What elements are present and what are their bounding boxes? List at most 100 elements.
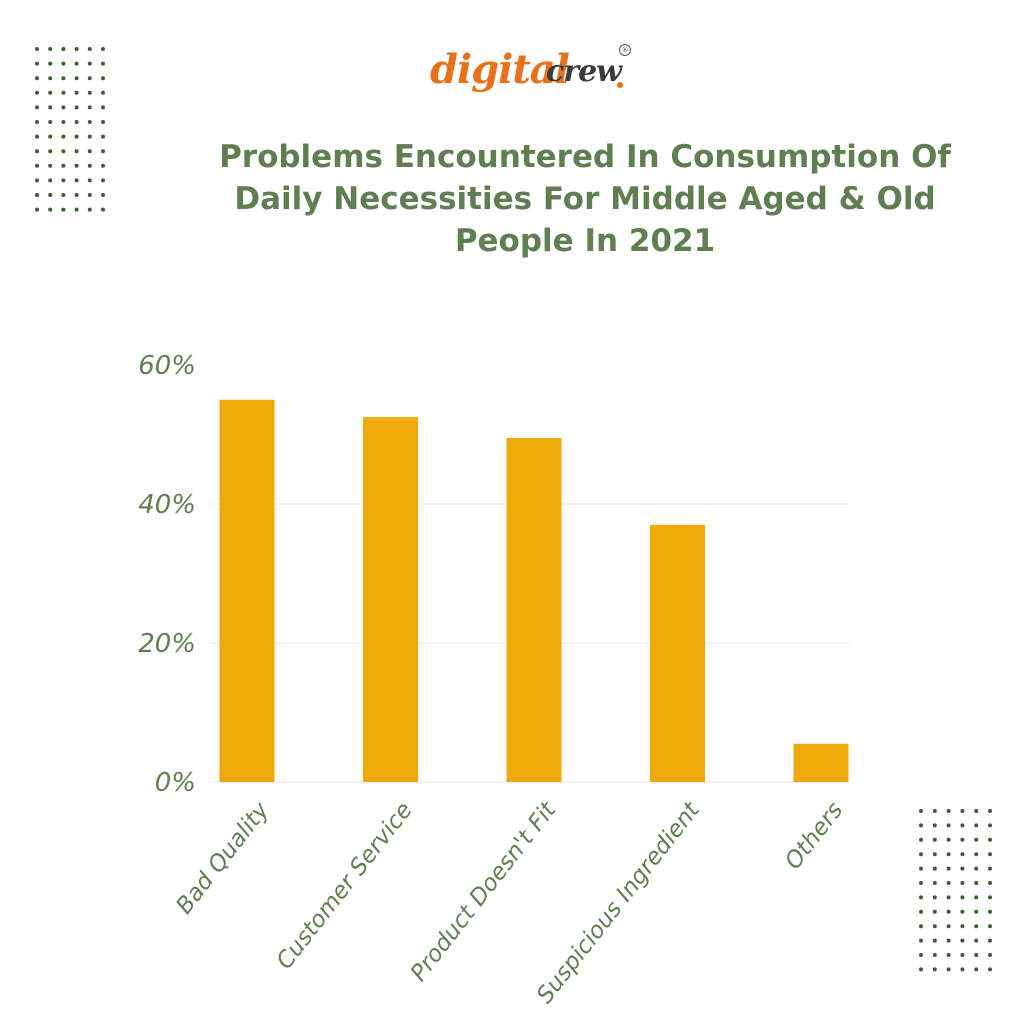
decorative-dot [974,967,979,972]
decorative-dot [919,852,923,857]
decorative-dot [919,809,923,813]
decorative-dot [101,61,105,66]
brand-logo: digital crew ® [426,40,646,104]
dot-grid-top-left-svg [35,47,105,212]
bar [363,417,418,782]
decorative-dot [35,61,39,66]
decorative-dot [61,149,66,154]
decorative-dot [61,134,66,139]
decorative-dot [61,61,66,66]
decorative-dot [946,938,951,943]
decorative-dot [74,163,79,168]
decorative-dot [61,163,66,168]
decorative-dot [48,193,53,197]
decorative-dot [48,47,53,51]
decorative-dot [974,924,979,929]
decorative-dot [919,881,923,885]
decorative-dot [87,120,92,124]
decorative-dot [946,881,951,885]
decorative-dot [101,47,105,51]
decorative-dot [919,953,923,957]
decorative-dot [932,852,937,857]
logo-text-digital: digital [430,46,570,93]
decorative-dot [932,938,937,943]
x-tick-label: Bad Quality [171,797,274,919]
decorative-dot [48,120,53,124]
decorative-dot [974,895,979,900]
decorative-dot [988,881,992,885]
decorative-dot [35,149,39,154]
decorative-dot [101,134,105,139]
decorative-dot [960,852,965,857]
x-tick-label: Suspicious Ingredient [532,797,705,1009]
decorative-dot [87,207,92,212]
decorative-dot [101,207,105,212]
decorative-dot [61,120,66,124]
decorative-dot [960,938,965,943]
decorative-dot [35,178,39,183]
decorative-dot [61,207,66,212]
decorative-dot [960,881,965,885]
decorative-dot [87,193,92,197]
decorative-dot [960,924,965,929]
decorative-dot [919,938,923,943]
decorative-dot [35,134,39,139]
decorative-dot [101,149,105,154]
bar [793,743,849,782]
bars [219,399,849,782]
decorative-dot [101,163,105,168]
decorative-dot [988,809,992,813]
decorative-dot [932,924,937,929]
decorative-dot [74,105,79,110]
decorative-dot [919,967,923,972]
decorative-dot [87,61,92,66]
decorative-dot [48,76,53,81]
decorative-dot [974,837,979,842]
bar [219,399,275,782]
decorative-dot [48,90,53,95]
decorative-dot [988,953,992,957]
logo-dot [617,82,623,88]
decorative-dot [48,105,53,110]
decorative-dot [74,207,79,212]
bar [650,524,705,782]
dot-grid-bottom-right-svg [919,809,992,972]
decorative-dot [946,895,951,900]
decorative-dot [87,178,92,183]
decorative-dot [974,852,979,857]
decorative-dot [35,90,39,95]
decorative-dot [74,178,79,183]
decorative-dot [919,837,923,842]
decorative-dot [61,178,66,183]
decorative-dot [974,909,979,914]
x-tick-label: Customer Service [272,798,418,975]
decorative-dot [946,852,951,857]
decorative-dot [974,809,979,813]
decorative-dot [988,895,992,900]
decorative-dot-grid-bottom-right [918,808,994,982]
decorative-dot [35,120,39,124]
bar [506,437,562,782]
decorative-dot [960,909,965,914]
decorative-dot-grid-top-left [34,46,106,222]
decorative-dot [87,149,92,154]
decorative-dot [919,823,923,828]
decorative-dot [960,823,965,828]
decorative-dot [74,61,79,66]
decorative-dot [74,90,79,95]
decorative-dot [932,895,937,900]
decorative-dot [74,120,79,124]
decorative-dot [932,909,937,914]
decorative-dot [74,193,79,197]
decorative-dot [87,47,92,51]
logo-text-crew: crew [546,54,622,89]
x-tick-label: Others [780,798,848,875]
decorative-dot [919,909,923,914]
decorative-dot [101,120,105,124]
decorative-dot [946,924,951,929]
decorative-dot [35,207,39,212]
decorative-dot [960,837,965,842]
decorative-dot [946,809,951,813]
